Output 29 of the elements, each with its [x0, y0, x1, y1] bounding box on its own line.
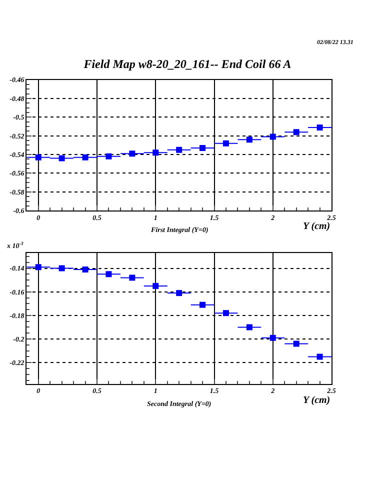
point: [58, 265, 65, 272]
point: [35, 154, 42, 160]
point: [82, 154, 88, 160]
point: [293, 129, 300, 136]
point: [316, 354, 323, 360]
point: [270, 334, 276, 341]
point: [129, 150, 136, 157]
point: [246, 136, 252, 143]
point: [222, 310, 229, 316]
point: [316, 124, 323, 130]
point: [129, 274, 136, 281]
point: [106, 153, 112, 160]
point: [152, 282, 159, 289]
point: [222, 140, 229, 146]
x-axis-title: Y (cm): [303, 395, 330, 406]
point: [58, 155, 65, 162]
point: [152, 150, 159, 156]
point: [176, 290, 182, 296]
x-axis-title: Y (cm): [303, 221, 330, 232]
point: [82, 266, 88, 272]
point: [176, 146, 182, 153]
chart-title: Field Map w8-20_20_161-- End Coil 66 A: [82, 57, 292, 71]
point: [35, 264, 42, 270]
point: [106, 271, 112, 278]
point: [293, 340, 300, 347]
point: [200, 145, 206, 152]
point: [270, 134, 276, 140]
point: [200, 302, 206, 308]
point: [246, 324, 252, 330]
